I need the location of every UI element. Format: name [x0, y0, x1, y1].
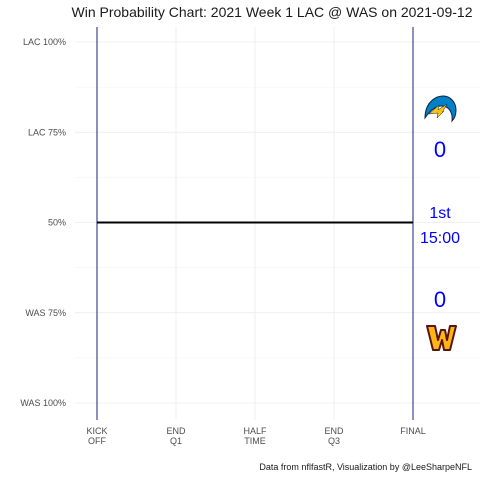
x-tick-label: END Q3: [324, 426, 344, 446]
x-tick-label: KICK OFF: [86, 426, 107, 446]
chart-caption: Data from nflfastR, Visualization by @Le…: [259, 462, 472, 472]
y-tick-label: LAC 100%: [23, 37, 66, 47]
away-score: 0: [434, 137, 446, 162]
x-tick-label-line: FINAL: [400, 426, 426, 436]
y-tick-label: 50%: [48, 218, 66, 228]
x-tick-label-line: END: [324, 426, 344, 436]
game-quarter: 1st: [429, 205, 451, 222]
y-tick-label: WAS 100%: [20, 398, 66, 408]
lac-logo-icon: [424, 95, 457, 123]
x-tick-label-line: Q3: [328, 436, 340, 446]
x-tick-label-line: TIME: [244, 436, 266, 446]
x-tick-label-line: OFF: [88, 436, 106, 446]
x-tick-label: FINAL: [400, 426, 426, 436]
x-tick-label: HALF TIME: [243, 426, 267, 446]
y-tick-label: LAC 75%: [28, 127, 66, 137]
game-clock: 15:00: [420, 230, 460, 247]
chart-title: Win Probability Chart: 2021 Week 1 LAC @…: [72, 4, 473, 20]
was-logo-icon: [426, 325, 457, 351]
home-score: 0: [434, 287, 446, 312]
x-tick-label-line: HALF: [243, 426, 267, 436]
x-tick-label-line: END: [166, 426, 186, 436]
y-tick-label: WAS 75%: [25, 308, 66, 318]
x-tick-label-line: KICK: [86, 426, 107, 436]
x-tick-label: END Q1: [166, 426, 186, 446]
y-axis-ticks: LAC 100% LAC 75% 50% WAS 75% WAS 100%: [20, 37, 66, 408]
x-tick-label-line: Q1: [170, 436, 182, 446]
